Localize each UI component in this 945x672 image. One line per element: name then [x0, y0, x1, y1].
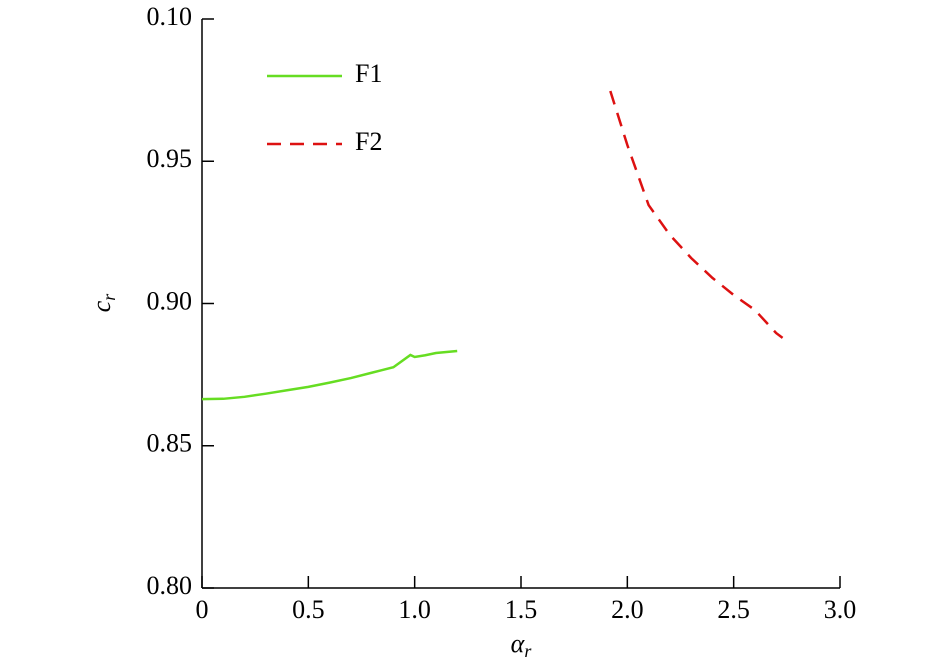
y-tick-label: 0.80	[147, 571, 193, 600]
series-line	[201, 349, 458, 401]
legend-label: F1	[355, 59, 382, 88]
x-tick-label: 0	[196, 595, 209, 624]
x-label-sub: r	[524, 641, 532, 661]
x-tick-label: 2.5	[717, 595, 750, 624]
y-tick-label: 0.95	[147, 144, 193, 173]
series-line	[609, 90, 784, 339]
y-tick-label: 0.90	[147, 286, 193, 315]
x-axis-label: αr	[511, 629, 533, 661]
y-label-sub: r	[99, 293, 119, 301]
x-tick-label: 3.0	[824, 595, 857, 624]
x-tick-label: 0.5	[292, 595, 325, 624]
x-tick-label: 1.5	[505, 595, 538, 624]
y-tick-label: 0.10	[147, 2, 193, 31]
y-tick-label: 0.85	[147, 429, 193, 458]
y-axis-label: cr	[87, 293, 119, 313]
x-tick-label: 2.0	[611, 595, 644, 624]
x-label-main: α	[511, 629, 526, 658]
x-tick-label: 1.0	[398, 595, 431, 624]
legend-label: F2	[355, 127, 382, 156]
y-label-main: c	[87, 300, 116, 312]
